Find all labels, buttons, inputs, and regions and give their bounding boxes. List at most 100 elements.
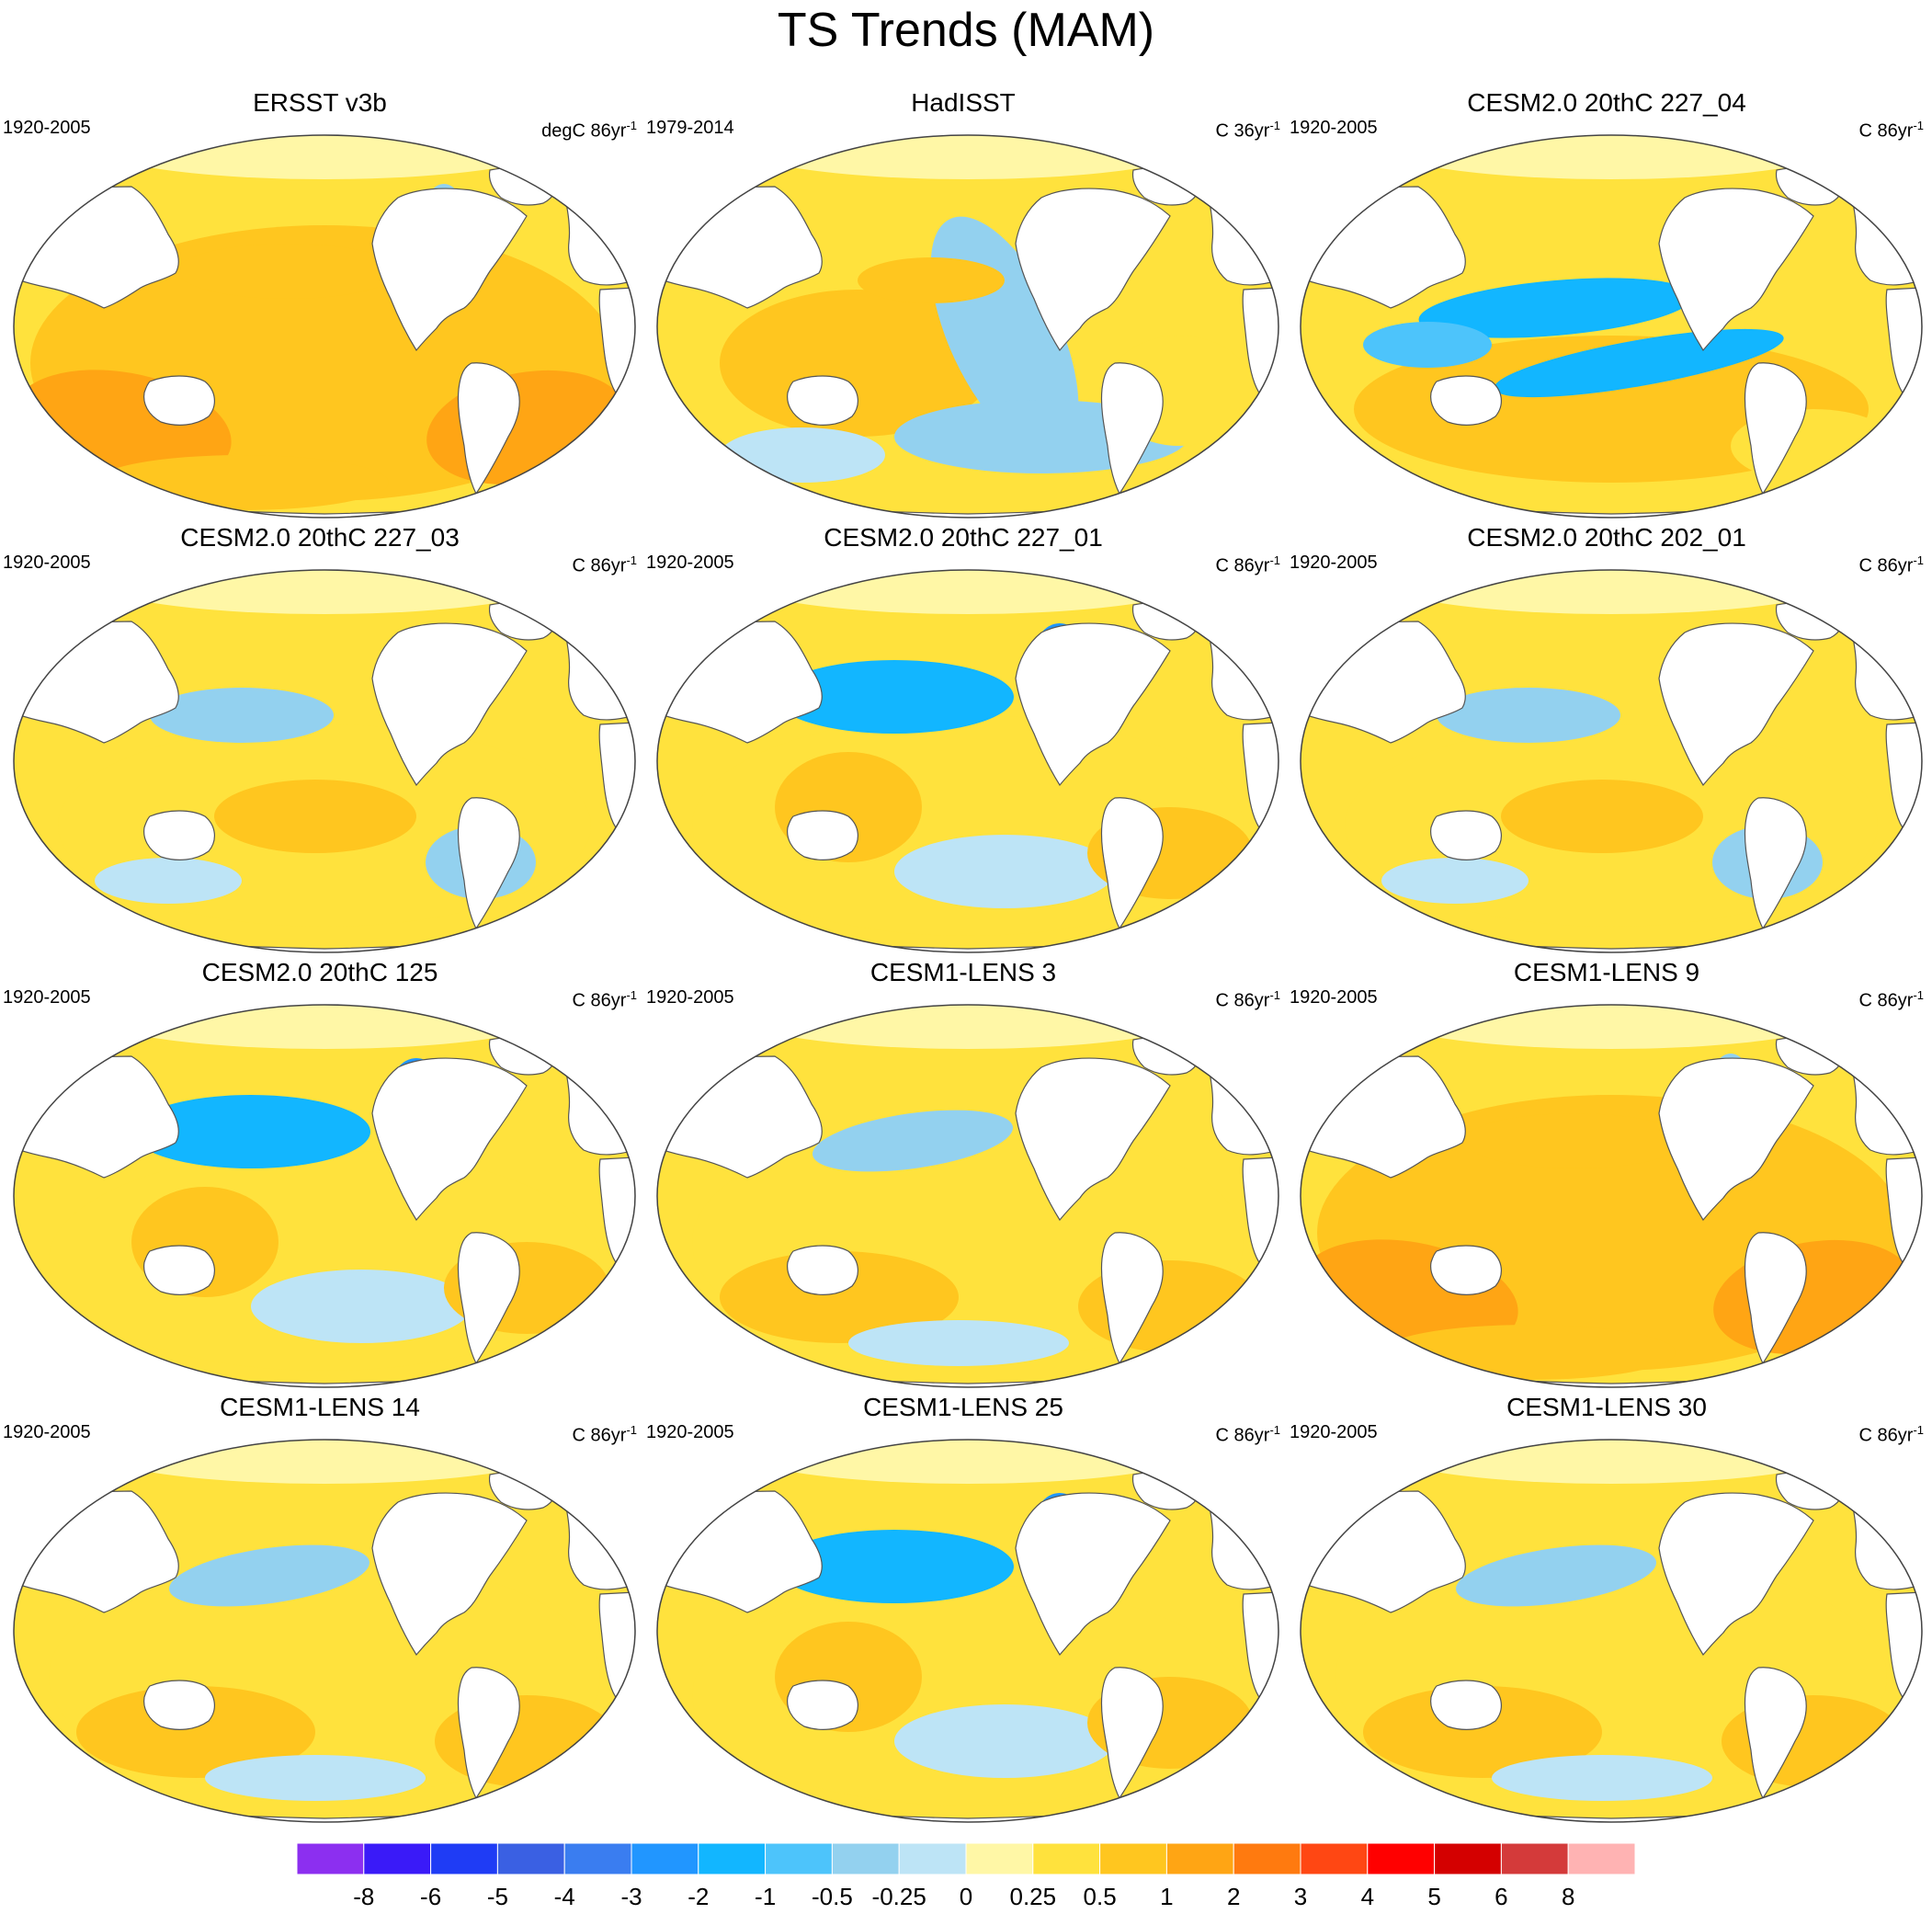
panel-title: CESM1-LENS 9 xyxy=(1513,958,1700,986)
colorbar-box xyxy=(1434,1843,1502,1875)
map-panel: CESM2.0 20thC 125 1920-2005 C 86yr-1 xyxy=(3,957,637,1389)
panel-title: CESM1-LENS 3 xyxy=(869,958,1057,986)
panel-title: CESM2.0 20thC 125 xyxy=(201,958,438,986)
map-panel: HadISST 1979-2014 C 36yr-1 xyxy=(646,87,1280,519)
panel-units: C 86yr-1 xyxy=(1215,988,1280,1011)
colorbar-tick-label: 6 xyxy=(1494,1883,1508,1910)
colorbar-box xyxy=(765,1843,833,1875)
trend-map xyxy=(1300,569,1923,953)
colorbar-box xyxy=(1233,1843,1301,1875)
colorbar-tick-label: 3 xyxy=(1293,1883,1308,1910)
colorbar-tick-label: -2 xyxy=(688,1883,710,1910)
colorbar-tick-label: -4 xyxy=(553,1883,575,1910)
panel-title: CESM2.0 20thC 202_01 xyxy=(1467,523,1746,552)
panel-units: C 86yr-1 xyxy=(1858,1423,1924,1446)
colorbar-box xyxy=(831,1843,900,1875)
panel-period: 1920-2005 xyxy=(646,553,734,573)
panel-title: CESM2.0 20thC 227_03 xyxy=(180,523,460,552)
map-panel: CESM2.0 20thC 227_03 1920-2005 C 86yr-1 xyxy=(3,522,637,954)
map-panel: CESM1-LENS 14 1920-2005 C 86yr-1 xyxy=(3,1392,637,1824)
colorbar-tick-label: 8 xyxy=(1561,1883,1575,1910)
colorbar-tick-label: 0.5 xyxy=(1083,1883,1117,1910)
colorbar-box xyxy=(1367,1843,1436,1875)
trend-map xyxy=(656,134,1279,518)
colorbar-box xyxy=(297,1843,365,1875)
colorbar-box xyxy=(1165,1843,1234,1875)
colorbar-tick-label: 0 xyxy=(959,1883,973,1910)
colorbar-tick-label: -8 xyxy=(353,1883,375,1910)
panel-period: 1920-2005 xyxy=(1290,987,1378,1008)
panel-units: C 86yr-1 xyxy=(1858,988,1924,1011)
colorbar-tick-label: 2 xyxy=(1226,1883,1241,1910)
trend-map xyxy=(656,569,1279,953)
panel-title: HadISST xyxy=(911,88,1016,117)
colorbar-box xyxy=(1300,1843,1369,1875)
trend-map xyxy=(13,134,636,518)
colorbar xyxy=(297,1843,1635,1875)
panel-period: 1920-2005 xyxy=(3,553,91,573)
figure-title: TS Trends (MAM) xyxy=(777,4,1155,57)
panel-units: C 86yr-1 xyxy=(572,553,637,576)
colorbar-box xyxy=(363,1843,432,1875)
map-panel: CESM2.0 20thC 227_04 1920-2005 C 86yr-1 xyxy=(1290,87,1924,519)
colorbar-box xyxy=(1099,1843,1167,1875)
colorbar-tick-label: -0.5 xyxy=(811,1883,853,1910)
panel-period: 1920-2005 xyxy=(646,1422,734,1442)
panel-title: CESM1-LENS 30 xyxy=(1506,1393,1707,1421)
panel-period: 1920-2005 xyxy=(1290,1422,1378,1442)
panel-units: C 36yr-1 xyxy=(1215,119,1280,142)
panel-units: C 86yr-1 xyxy=(572,1423,637,1446)
panel-title: CESM1-LENS 25 xyxy=(863,1393,1063,1421)
colorbar-box xyxy=(1500,1843,1569,1875)
panel-title: ERSST v3b xyxy=(253,88,387,117)
panel-units: degC 86yr-1 xyxy=(541,119,637,142)
colorbar-tick-label: -0.25 xyxy=(871,1883,926,1910)
map-panel: CESM1-LENS 3 1920-2005 C 86yr-1 xyxy=(646,957,1280,1389)
panel-period: 1920-2005 xyxy=(1290,553,1378,573)
colorbar-tick-label: -3 xyxy=(620,1883,642,1910)
trend-map xyxy=(13,569,636,953)
colorbar-box xyxy=(1032,1843,1101,1875)
panel-period: 1920-2005 xyxy=(3,118,91,138)
panel-period: 1920-2005 xyxy=(3,987,91,1008)
colorbar-box xyxy=(898,1843,967,1875)
colorbar-box xyxy=(563,1843,632,1875)
map-panel: CESM1-LENS 9 1920-2005 C 86yr-1 xyxy=(1290,957,1924,1389)
panel-units: C 86yr-1 xyxy=(1215,1423,1280,1446)
trend-map xyxy=(13,1439,636,1823)
colorbar-tick-label: 5 xyxy=(1427,1883,1441,1910)
panel-title: CESM1-LENS 14 xyxy=(220,1393,420,1421)
colorbar-box xyxy=(1567,1843,1635,1875)
colorbar-box xyxy=(430,1843,498,1875)
colorbar-box xyxy=(496,1843,565,1875)
map-panel: CESM1-LENS 25 1920-2005 C 86yr-1 xyxy=(646,1392,1280,1824)
panel-period: 1920-2005 xyxy=(1290,118,1378,138)
panel-period: 1920-2005 xyxy=(3,1422,91,1442)
panel-title: CESM2.0 20thC 227_01 xyxy=(824,523,1103,552)
panel-units: C 86yr-1 xyxy=(1858,553,1924,576)
colorbar-tick-label: -6 xyxy=(420,1883,442,1910)
colorbar-tick-label: -5 xyxy=(486,1883,508,1910)
panel-title: CESM2.0 20thC 227_04 xyxy=(1467,88,1746,117)
colorbar-box xyxy=(965,1843,1034,1875)
colorbar-tick-label: 4 xyxy=(1360,1883,1375,1910)
map-panel: CESM2.0 20thC 202_01 1920-2005 C 86yr-1 xyxy=(1290,522,1924,954)
trend-map xyxy=(1300,1439,1923,1823)
panel-period: 1920-2005 xyxy=(646,987,734,1008)
map-panel: ERSST v3b 1920-2005 degC 86yr-1 xyxy=(3,87,637,519)
panel-units: C 86yr-1 xyxy=(572,988,637,1011)
map-panel: CESM1-LENS 30 1920-2005 C 86yr-1 xyxy=(1290,1392,1924,1824)
colorbar-tick-label: 0.25 xyxy=(1009,1883,1057,1910)
colorbar-tick-label: 1 xyxy=(1160,1883,1174,1910)
colorbar-box xyxy=(698,1843,767,1875)
colorbar-tick-label: -1 xyxy=(755,1883,777,1910)
panel-units: C 86yr-1 xyxy=(1858,119,1924,142)
trend-map xyxy=(656,1439,1279,1823)
trend-map xyxy=(1300,134,1923,518)
trend-map xyxy=(656,1004,1279,1388)
colorbar-box xyxy=(631,1843,699,1875)
panel-units: C 86yr-1 xyxy=(1215,553,1280,576)
trend-map xyxy=(13,1004,636,1388)
trend-map xyxy=(1300,1004,1923,1388)
panel-period: 1979-2014 xyxy=(646,118,734,138)
